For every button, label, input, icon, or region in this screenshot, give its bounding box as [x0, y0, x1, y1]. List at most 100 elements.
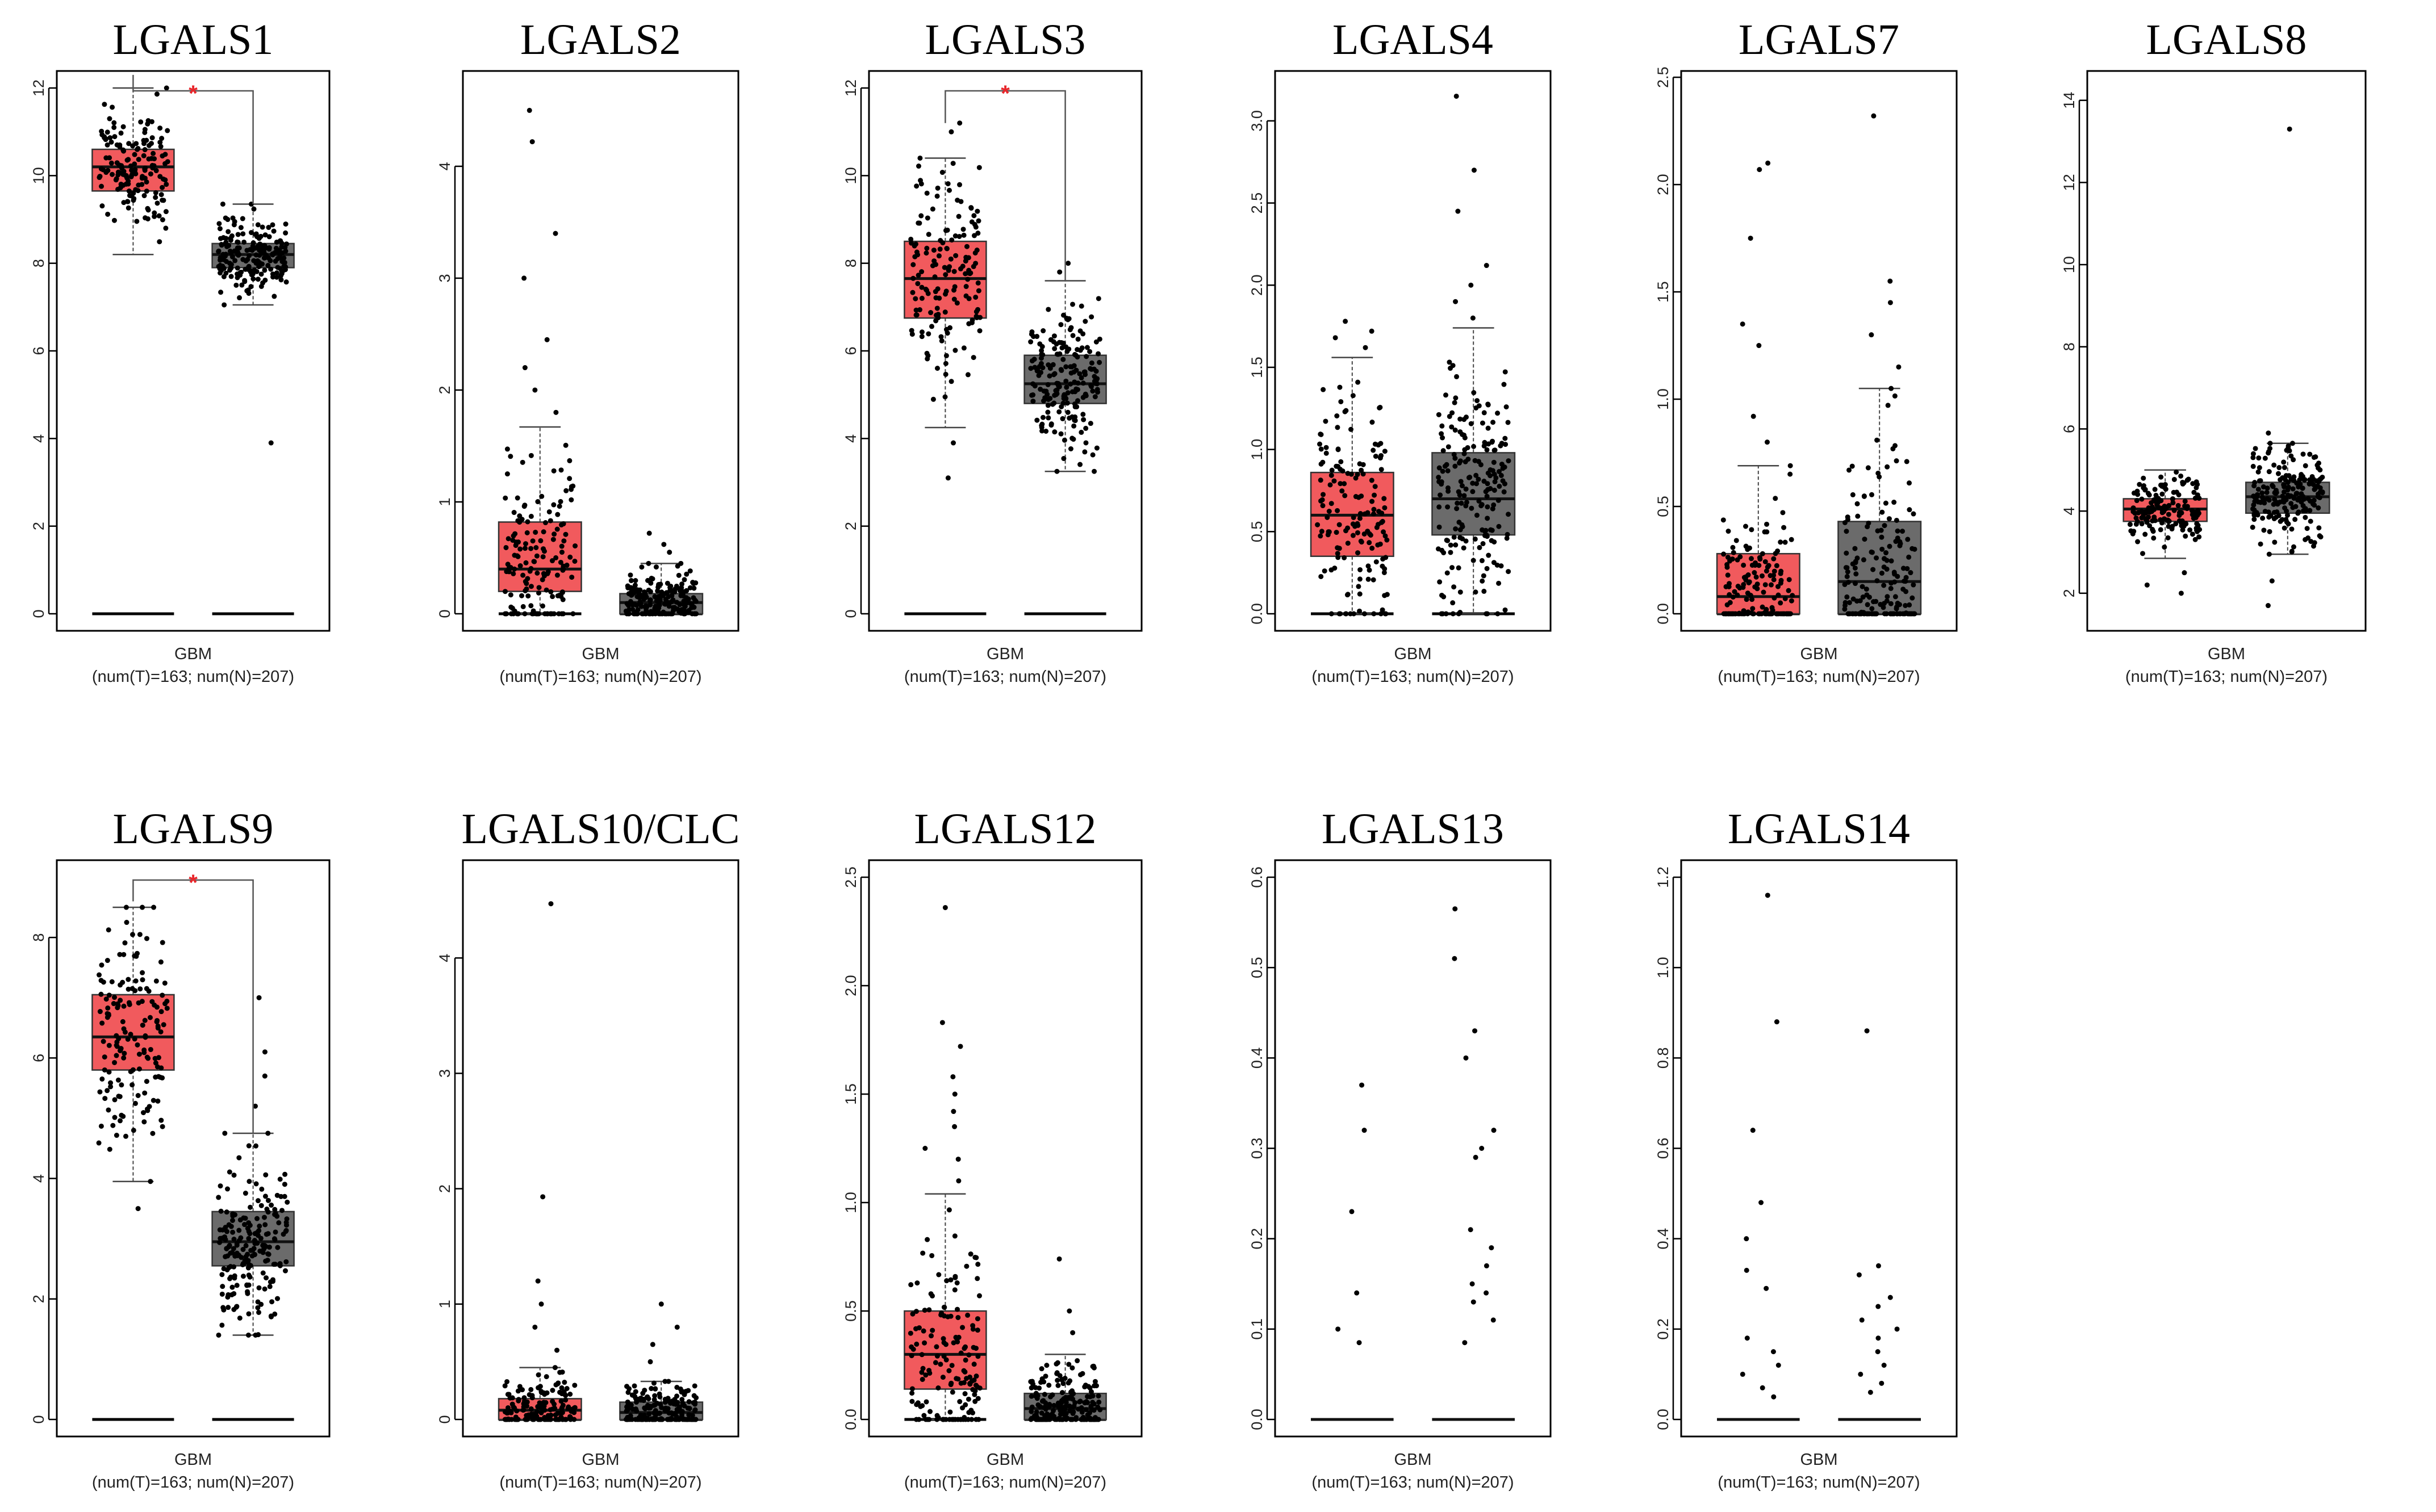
data-point	[1047, 373, 1052, 379]
data-point	[221, 274, 227, 279]
data-point	[632, 1383, 637, 1389]
data-point	[909, 1398, 915, 1404]
data-point	[1318, 446, 1324, 452]
data-point	[2258, 541, 2263, 547]
data-point	[943, 291, 949, 297]
outlier-point	[1369, 328, 1374, 334]
data-point	[236, 252, 241, 258]
data-point	[943, 1357, 949, 1363]
data-point	[164, 85, 169, 91]
data-point	[2180, 481, 2186, 487]
data-point	[219, 1291, 225, 1297]
data-point	[106, 992, 112, 998]
data-point	[1861, 557, 1866, 563]
data-point	[975, 231, 981, 236]
data-point	[681, 607, 687, 613]
y-tick-label: 2.5	[1248, 192, 1265, 214]
data-point	[1744, 597, 1749, 602]
data-point	[958, 1417, 963, 1422]
data-point	[1862, 537, 1867, 542]
data-point	[235, 275, 240, 280]
data-point	[686, 1399, 692, 1405]
data-point	[2278, 477, 2283, 483]
data-point	[912, 243, 917, 249]
data-point	[268, 258, 273, 263]
data-point	[114, 1053, 119, 1058]
data-point	[919, 334, 925, 340]
normal-points	[623, 530, 699, 617]
data-point	[1842, 520, 1848, 525]
data-point	[2142, 487, 2148, 493]
data-point	[1733, 538, 1739, 543]
outlier-point	[1758, 1200, 1764, 1205]
y-tick-label: 10	[842, 167, 859, 184]
panel-title: LGALS7	[1739, 16, 1899, 64]
data-point	[240, 216, 245, 221]
data-point	[1735, 592, 1740, 598]
data-point	[1457, 458, 1463, 464]
data-point	[2282, 525, 2287, 531]
data-point	[2151, 514, 2157, 520]
data-point	[1870, 567, 1876, 572]
data-point	[265, 1231, 271, 1237]
data-point	[642, 590, 648, 596]
data-point	[231, 222, 237, 228]
data-point	[649, 1416, 654, 1422]
data-point	[1484, 566, 1490, 571]
data-point	[254, 1216, 260, 1221]
data-point	[646, 1403, 652, 1409]
data-point	[504, 446, 510, 452]
panel-title: LGALS1	[113, 16, 274, 64]
data-point	[112, 134, 118, 140]
data-point	[1895, 602, 1901, 608]
data-point	[1481, 588, 1487, 594]
data-point	[965, 1312, 971, 1318]
data-point	[239, 282, 245, 288]
data-point	[1322, 568, 1327, 574]
data-point	[659, 611, 665, 617]
data-point	[964, 244, 970, 249]
outlier-point	[1765, 160, 1771, 166]
data-point	[505, 1392, 511, 1397]
data-point	[2307, 451, 2313, 457]
data-point	[1769, 605, 1775, 610]
data-point	[157, 1074, 163, 1080]
data-point	[160, 992, 165, 998]
data-point	[160, 1124, 165, 1129]
data-point	[2311, 497, 2317, 503]
data-point	[2278, 518, 2283, 524]
data-point	[1782, 539, 1788, 545]
data-point	[2315, 483, 2321, 489]
data-point	[1447, 413, 1452, 419]
data-point	[1762, 582, 1768, 588]
data-point	[966, 255, 971, 261]
data-point	[222, 241, 228, 246]
data-point	[1462, 447, 1468, 453]
outlier-point	[1760, 1385, 1765, 1390]
data-point	[960, 1325, 966, 1330]
data-point	[1909, 595, 1915, 601]
data-point	[153, 168, 159, 174]
data-point	[1338, 481, 1343, 487]
data-point	[2256, 455, 2262, 461]
data-point	[142, 127, 148, 132]
data-point	[1764, 521, 1770, 527]
data-point	[1745, 572, 1751, 578]
panel-title: LGALS13	[1322, 805, 1504, 853]
data-point	[1861, 493, 1867, 499]
data-point	[2289, 526, 2295, 532]
data-point	[928, 1291, 934, 1297]
data-point	[952, 1233, 958, 1239]
data-point	[1844, 550, 1849, 556]
data-point	[265, 263, 271, 269]
data-point	[1892, 393, 1898, 399]
data-point	[924, 245, 930, 251]
y-tick-label: 0	[30, 1415, 47, 1423]
data-point	[629, 588, 634, 593]
data-point	[524, 530, 530, 535]
data-point	[1317, 441, 1323, 447]
data-point	[235, 265, 240, 271]
outlier-point	[1744, 1236, 1749, 1242]
data-point	[218, 236, 223, 241]
data-point	[948, 256, 954, 262]
